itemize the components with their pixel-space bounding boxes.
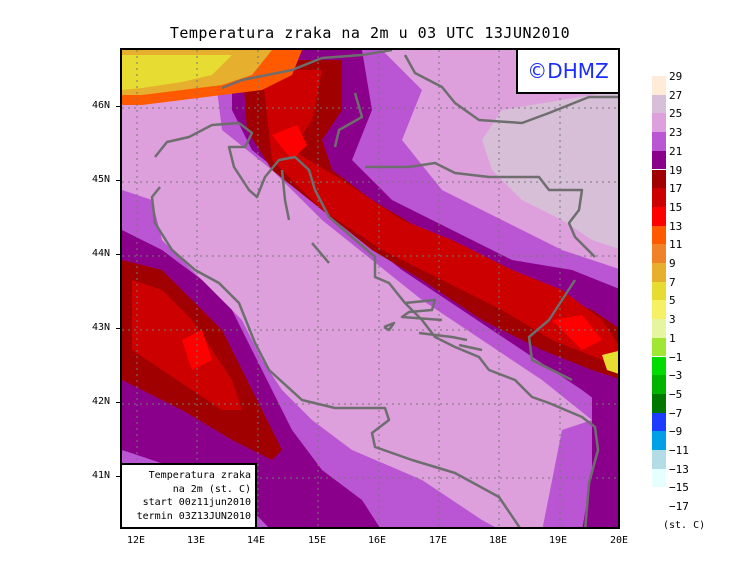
lon-label-15e: 15E	[307, 535, 327, 546]
legend-swatch	[652, 356, 666, 376]
legend-label: −11	[669, 444, 689, 457]
legend-label: 3	[669, 313, 676, 327]
legend-label: 23	[669, 126, 683, 140]
lat-label-46n: 46N	[92, 100, 123, 111]
lat-label-44n: 44N	[92, 248, 123, 259]
legend-swatch	[652, 225, 666, 245]
legend-swatch	[652, 188, 666, 207]
info-box: Temperatura zraka na 2m (st. C) start 00…	[122, 463, 257, 527]
italy-east-coastline	[150, 186, 521, 527]
legend-label: −9	[669, 425, 683, 439]
legend-label: 25	[669, 107, 683, 121]
field-15-17-croatia	[262, 70, 618, 360]
lat-label-41n: 41N	[92, 470, 123, 481]
lon-label-20e: 20E	[609, 535, 629, 546]
field-3-5-alps	[122, 55, 232, 90]
legend-swatch	[652, 244, 666, 263]
island-5	[458, 343, 483, 352]
coastlines	[150, 50, 618, 527]
legend-swatch	[652, 132, 666, 151]
legend-swatch	[652, 319, 666, 338]
italy-coastline	[221, 50, 393, 90]
legend-label: −1	[669, 350, 683, 364]
italy-adriatic-coastline	[154, 121, 600, 527]
legend-label: −13	[669, 462, 689, 476]
legend-swatch	[652, 94, 666, 114]
legend-label: 11	[669, 238, 683, 252]
lon-label-18e: 18E	[488, 535, 508, 546]
croatia-border	[403, 54, 618, 125]
island-2	[311, 242, 330, 264]
field-19-21-southeast	[582, 371, 618, 527]
legend-swatch	[652, 300, 666, 320]
legend-swatch	[652, 468, 666, 488]
grid-lines	[122, 50, 618, 527]
legend-swatch	[652, 337, 666, 357]
legend-swatch	[652, 113, 666, 133]
dhmz-logo: ©DHMZ	[516, 50, 618, 94]
legend-label: −17	[669, 500, 689, 514]
info-line-start: start 00z11jun2010	[142, 497, 251, 508]
lon-label-19e: 19E	[548, 535, 568, 546]
field-5-7-east	[602, 351, 618, 374]
legend-label: 5	[669, 294, 676, 308]
legend-swatch	[652, 206, 666, 226]
legend-swatch	[652, 450, 666, 469]
legend-label: 17	[669, 182, 683, 196]
lon-label-13e: 13E	[186, 535, 206, 546]
lat-label-45n: 45N	[92, 174, 123, 185]
field-13-15	[272, 125, 307, 160]
lon-label-17e: 17E	[428, 535, 448, 546]
info-line-units: na 2m (st. C)	[172, 483, 251, 495]
legend-swatch	[652, 263, 666, 282]
legend-label: 27	[669, 88, 683, 102]
legend-label: 1	[669, 331, 676, 345]
map-title: Temperatura zraka na 2m u 03 UTC 13JUN20…	[169, 24, 571, 42]
legend-unit: (st. C)	[663, 520, 706, 531]
legend-label: 19	[669, 163, 683, 177]
island-1	[280, 169, 291, 221]
legend-swatch	[652, 150, 666, 170]
legend-swatch	[652, 393, 666, 413]
legend-swatch	[652, 375, 666, 394]
lon-label-14e: 14E	[246, 535, 266, 546]
legend-label: 7	[669, 275, 676, 289]
info-line-termin: termin 03Z13JUN2010	[136, 510, 251, 522]
field-25-27-northeast	[482, 90, 618, 249]
island-4	[418, 331, 468, 342]
lon-label-12e: 12E	[126, 535, 146, 546]
legend-label: 29	[669, 70, 683, 83]
legend-swatch	[652, 169, 666, 189]
lat-label-42n: 42N	[92, 396, 123, 407]
legend-label: 13	[669, 219, 683, 233]
legend-label: −3	[669, 369, 683, 383]
bosnia-border	[365, 161, 596, 258]
legend-swatch	[652, 76, 666, 95]
island-3	[400, 298, 443, 322]
legend-label: 9	[669, 257, 676, 270]
lat-label-43n: 43N	[92, 322, 123, 333]
temperature-field	[122, 50, 618, 527]
legend-label: 21	[669, 144, 683, 158]
legend-swatch	[652, 281, 666, 301]
legend-swatch	[652, 412, 666, 432]
montenegro-border	[527, 279, 577, 382]
island-6	[383, 321, 396, 332]
legend-label: −7	[669, 406, 683, 420]
legend-label: −15	[669, 481, 689, 495]
info-line-variable: Temperatura zraka	[148, 470, 251, 481]
lon-label-16e: 16E	[367, 535, 387, 546]
legend-label: −5	[669, 387, 683, 401]
legend-label: 15	[669, 200, 683, 214]
field-13-15-east	[552, 315, 602, 350]
temperature-map: ©DHMZ Temperatura zraka na 2m (st. C) st…	[120, 48, 620, 529]
legend-swatch	[652, 431, 666, 450]
slovenia-border	[333, 92, 364, 148]
